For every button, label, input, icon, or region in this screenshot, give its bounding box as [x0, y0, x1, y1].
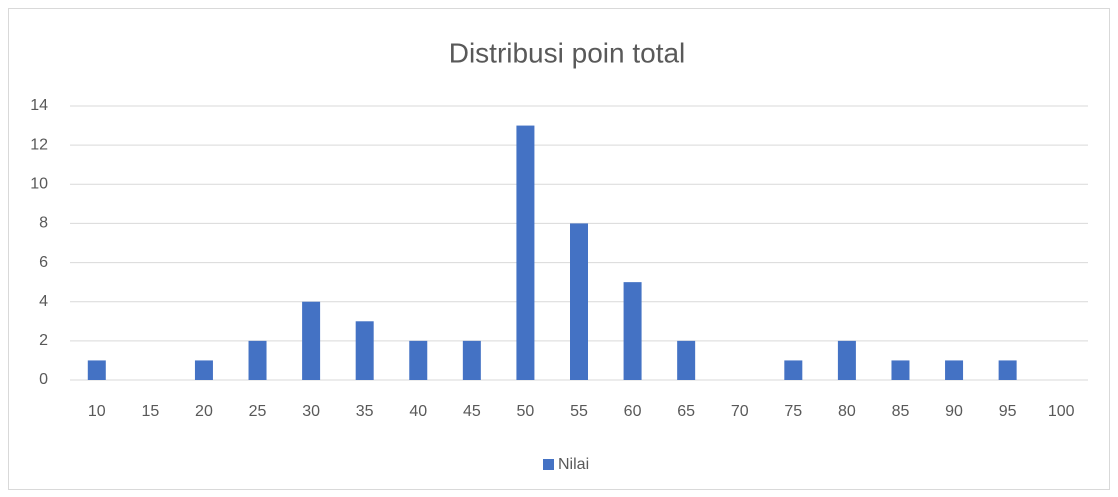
y-tick-label: 14: [30, 97, 48, 114]
x-tick-label: 95: [999, 403, 1017, 420]
chart-border: [8, 8, 1110, 490]
x-tick-label: 40: [409, 403, 427, 420]
bar: [462, 340, 481, 380]
bar: [248, 340, 267, 380]
x-tick-label: 70: [731, 403, 749, 420]
x-tick-label: 80: [838, 403, 856, 420]
x-tick-label: 20: [195, 403, 213, 420]
bar: [998, 360, 1017, 380]
legend-label: Nilai: [558, 456, 589, 473]
y-tick-label: 12: [30, 136, 48, 153]
x-tick-label: 35: [356, 403, 374, 420]
bar: [623, 282, 642, 380]
bar: [194, 360, 213, 380]
x-tick-label: 65: [677, 403, 695, 420]
x-tick-label: 90: [945, 403, 963, 420]
y-tick-label: 0: [39, 371, 48, 388]
bar: [87, 360, 106, 380]
bar: [302, 301, 321, 380]
x-tick-label: 55: [570, 403, 588, 420]
legend-swatch: [543, 459, 554, 470]
bar: [784, 360, 803, 380]
x-tick-label: 50: [517, 403, 535, 420]
y-tick-label: 2: [39, 332, 48, 349]
bar: [516, 125, 535, 380]
bar: [837, 340, 856, 380]
y-tick-label: 8: [39, 215, 48, 232]
x-tick-label: 100: [1048, 403, 1075, 420]
chart-title: Distribusi poin total: [449, 37, 686, 68]
x-tick-label: 25: [249, 403, 267, 420]
x-tick-label: 30: [302, 403, 320, 420]
bar: [570, 223, 588, 380]
y-tick-label: 6: [39, 254, 48, 271]
x-tick-label: 75: [784, 403, 802, 420]
x-tick-label: 15: [141, 403, 159, 420]
x-tick-label: 45: [463, 403, 481, 420]
bar: [945, 360, 964, 380]
x-tick-label: 85: [892, 403, 910, 420]
x-tick-label: 60: [624, 403, 642, 420]
y-tick-label: 4: [39, 293, 48, 310]
x-tick-label: 10: [88, 403, 106, 420]
bar: [677, 340, 696, 380]
bar: [355, 321, 374, 380]
y-tick-label: 10: [30, 176, 48, 193]
bar: [891, 360, 910, 380]
bar: [409, 340, 428, 380]
